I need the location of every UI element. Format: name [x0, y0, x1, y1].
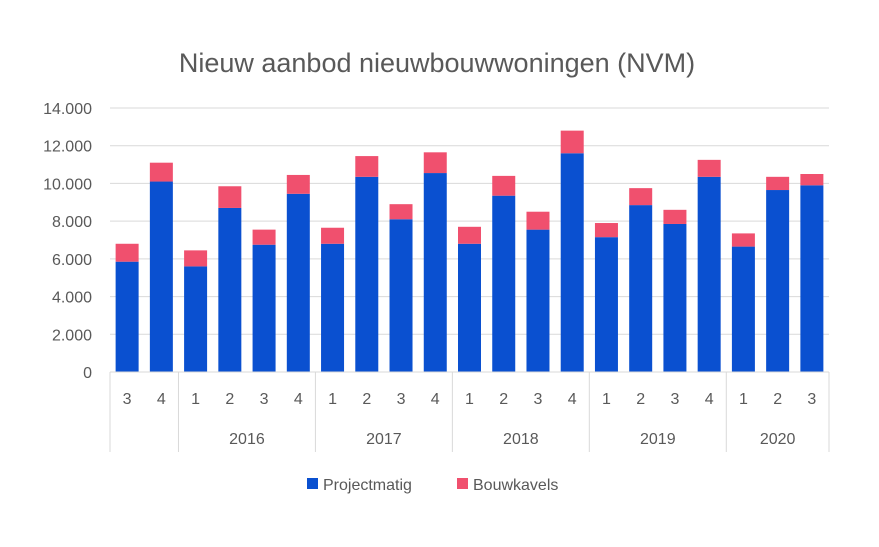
y-tick-label: 4.000: [52, 290, 92, 307]
x-tick-label: 2: [499, 391, 508, 408]
x-group-label: 2018: [503, 431, 539, 448]
bar-projectmatig: [492, 195, 516, 372]
x-tick-label: 3: [260, 391, 269, 408]
bar-bouwkavels: [697, 159, 721, 177]
bar-bouwkavels: [389, 204, 413, 220]
x-tick-label: 3: [397, 391, 406, 408]
x-axis: 3 4 1 2 3 4 1 2 3 4 1 2 3 4 1 2 3 4 1 2 3 2016 2017 2018 2019 202…: [109, 371, 830, 452]
y-tick-label: 0: [83, 365, 92, 382]
x-tick-label: 1: [328, 391, 337, 408]
x-tick-label: 1: [739, 391, 748, 408]
y-tick-label: 8.000: [52, 214, 92, 231]
bar-bouwkavels: [663, 209, 687, 224]
y-axis-ticks: 0 2.000 4.000 6.000 8.000 10.000 12.000 14.000: [43, 101, 92, 382]
y-tick-label: 14.000: [43, 101, 92, 118]
x-tick-label: 3: [123, 391, 132, 408]
bar-projectmatig: [731, 246, 755, 372]
bar-projectmatig: [766, 190, 790, 372]
bar-bouwkavels: [800, 174, 824, 186]
bar-bouwkavels: [149, 162, 173, 182]
bars: [115, 130, 824, 372]
x-group-label: 2016: [229, 431, 265, 448]
bar-projectmatig: [389, 219, 413, 372]
x-tick-label: 3: [534, 391, 543, 408]
bar-bouwkavels: [252, 229, 276, 245]
bar-bouwkavels: [766, 176, 790, 191]
chart-title: Nieuw aanbod nieuwbouwwoningen (NVM): [179, 48, 695, 78]
x-tick-label: 4: [294, 391, 303, 408]
x-tick-label: 4: [431, 391, 440, 408]
x-tick-label: 3: [670, 391, 679, 408]
bar-bouwkavels: [286, 174, 310, 194]
bar-projectmatig: [560, 153, 584, 372]
x-tick-label: 1: [465, 391, 474, 408]
bar-bouwkavels: [629, 188, 653, 206]
legend-swatch: [457, 478, 468, 489]
bar-bouwkavels: [560, 130, 584, 154]
bar-projectmatig: [458, 243, 481, 372]
x-group-label: 2020: [760, 431, 796, 448]
bar-bouwkavels: [115, 243, 139, 262]
x-group-label: 2017: [366, 431, 402, 448]
bar-projectmatig: [423, 173, 447, 372]
x-tick-label: 2: [362, 391, 371, 408]
bar-projectmatig: [115, 261, 139, 372]
bar-bouwkavels: [321, 227, 345, 244]
y-tick-label: 6.000: [52, 252, 92, 269]
bar-bouwkavels: [218, 186, 242, 208]
bar-projectmatig: [286, 193, 310, 372]
x-tick-label: 2: [773, 391, 782, 408]
x-tick-label: 4: [568, 391, 577, 408]
bar-projectmatig: [629, 205, 653, 372]
bar-bouwkavels: [731, 233, 755, 247]
bar-projectmatig: [697, 176, 721, 372]
bar-projectmatig: [663, 223, 687, 372]
y-tick-label: 12.000: [43, 139, 92, 156]
bar-bouwkavels: [594, 223, 618, 238]
bar-projectmatig: [594, 237, 618, 372]
legend-swatch: [307, 478, 318, 489]
x-tick-label: 2: [636, 391, 645, 408]
legend: Projectmatig Bouwkavels: [307, 477, 558, 494]
bar-projectmatig: [355, 176, 379, 372]
x-group-label: 2019: [640, 431, 676, 448]
legend-label: Bouwkavels: [473, 477, 558, 494]
y-tick-label: 10.000: [43, 176, 92, 193]
x-tick-label: 1: [602, 391, 611, 408]
x-tick-label: 4: [705, 391, 714, 408]
bar-bouwkavels: [423, 152, 447, 174]
bar-projectmatig: [321, 243, 345, 372]
bar-projectmatig: [218, 207, 242, 372]
x-tick-label: 3: [807, 391, 816, 408]
x-tick-label: 2: [225, 391, 234, 408]
bar-projectmatig: [252, 244, 276, 372]
x-tick-label: 1: [191, 391, 200, 408]
bar-projectmatig: [184, 266, 208, 372]
bar-projectmatig: [800, 185, 824, 372]
bar-bouwkavels: [184, 250, 208, 267]
legend-label: Projectmatig: [323, 477, 412, 494]
x-tick-label: 4: [157, 391, 166, 408]
bar-projectmatig: [149, 181, 173, 372]
bar-projectmatig: [526, 229, 550, 372]
y-tick-label: 2.000: [52, 327, 92, 344]
bar-bouwkavels: [458, 226, 481, 244]
bar-bouwkavels: [492, 175, 516, 196]
bar-bouwkavels: [526, 211, 550, 230]
bar-bouwkavels: [355, 156, 379, 177]
